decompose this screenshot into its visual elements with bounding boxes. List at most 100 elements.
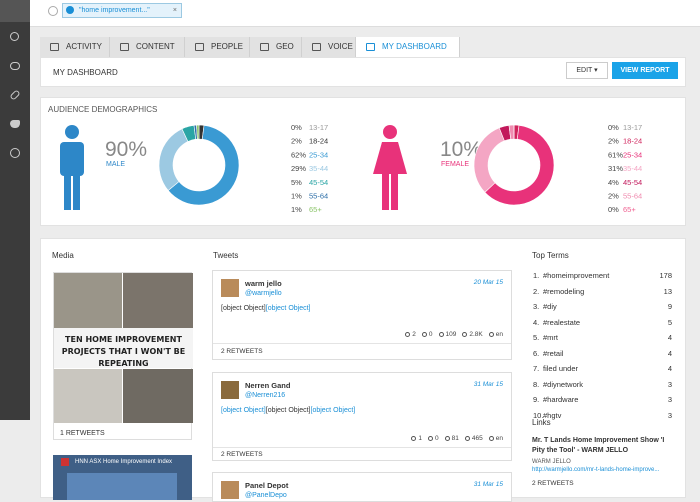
nav-location[interactable] xyxy=(0,0,30,22)
stat-icon xyxy=(428,435,434,441)
edit-label: EDIT xyxy=(576,67,593,74)
stat-icon xyxy=(405,331,411,337)
tab[interactable]: CONTENT xyxy=(110,37,185,57)
age-range: 65+ xyxy=(623,205,636,214)
age-share: 0% xyxy=(608,123,619,132)
age-range: 25-34 xyxy=(623,150,642,159)
term-count: 13 xyxy=(663,286,672,296)
age-share: 2% xyxy=(291,137,302,146)
nav-more[interactable] xyxy=(10,148,20,158)
age-share: 61% xyxy=(608,150,623,159)
gender-share: 90% xyxy=(105,138,147,161)
tweet-stat: 0 xyxy=(435,435,439,442)
donut-segment xyxy=(484,124,555,206)
tab-label: GEO xyxy=(276,42,294,51)
tweet-stat: 0 xyxy=(428,331,433,338)
figure-head xyxy=(65,125,79,139)
tweet-card: Panel Depot @PanelDepo 31 Mar 15 xyxy=(212,472,512,502)
tab[interactable]: VOICE xyxy=(302,37,356,57)
term-count: 5 xyxy=(667,317,672,327)
term-count: 9 xyxy=(667,302,672,311)
tweet-date: 31 Mar 15 xyxy=(473,481,503,488)
photo xyxy=(54,369,122,423)
avatar xyxy=(221,481,239,499)
divider xyxy=(213,447,511,448)
tweet-segment: [object Object] xyxy=(265,305,311,312)
tweet-stat: 465 xyxy=(471,435,483,442)
gender-label: MALE xyxy=(106,161,125,168)
view-report-button[interactable]: VIEW REPORT xyxy=(612,62,678,79)
add-filter[interactable] xyxy=(48,6,58,16)
nav-messages[interactable] xyxy=(10,62,20,70)
term-rank: 2. xyxy=(533,286,540,296)
chart-image xyxy=(67,473,177,500)
terms-title: Top Terms xyxy=(532,251,569,260)
nav-people[interactable] xyxy=(10,32,19,41)
term-rank: 6. xyxy=(533,348,540,358)
term-rank: 8. xyxy=(533,379,540,389)
avatar xyxy=(221,381,239,399)
term-text: #realestate xyxy=(543,317,581,327)
tab-icon xyxy=(366,43,375,51)
tab-label: PEOPLE xyxy=(211,42,244,51)
tab[interactable]: ACTIVITY xyxy=(40,37,110,57)
tweet-name: Panel Depot xyxy=(245,481,289,490)
stat-icon xyxy=(488,331,494,337)
figure-body xyxy=(60,142,84,176)
term-rank: 3. xyxy=(533,302,540,311)
tab-label: ACTIVITY xyxy=(66,42,103,51)
donut-segment xyxy=(196,124,200,140)
tweet-text: [object Object][object Object][object Ob… xyxy=(221,405,506,416)
age-share: 5% xyxy=(291,178,302,187)
nav-twitter[interactable] xyxy=(10,120,20,128)
stat-icon xyxy=(411,435,417,441)
figure-leg xyxy=(64,172,71,210)
tweet-handle: @Nerren216 xyxy=(245,392,286,399)
donut-segment xyxy=(158,128,189,191)
age-share: 1% xyxy=(291,192,302,201)
link-source: WARM JELLO xyxy=(532,459,571,465)
age-range: 35-44 xyxy=(309,164,328,173)
tab[interactable]: GEO xyxy=(250,37,302,57)
filter-chip[interactable]: "home improvement..." × xyxy=(62,3,182,18)
tab[interactable]: MY DASHBOARD xyxy=(356,37,460,57)
tweet-stat: en xyxy=(495,435,503,442)
divider xyxy=(213,343,511,344)
tweet-handle: @PanelDepo xyxy=(245,492,287,499)
dashboard-header: MY DASHBOARD EDIT ▾ VIEW REPORT xyxy=(40,57,686,87)
tweet-date: 31 Mar 15 xyxy=(473,381,503,388)
tweet-stat: 81 xyxy=(451,435,459,442)
age-range: 45-54 xyxy=(623,178,642,187)
age-share: 2% xyxy=(608,137,619,146)
term-text: #diynetwork xyxy=(543,379,584,389)
term-count: 3 xyxy=(667,395,672,404)
age-range: 55-64 xyxy=(309,192,328,201)
age-range: 18-24 xyxy=(309,137,328,146)
age-share: 31% xyxy=(608,164,623,173)
term-count: 3 xyxy=(667,379,672,389)
term-text: #retail xyxy=(543,348,564,358)
media-retweets: 1 RETWEETS xyxy=(60,430,105,437)
sidebar xyxy=(0,0,30,420)
edit-button[interactable]: EDIT ▾ xyxy=(566,62,608,79)
chip-text: "home improvement..." xyxy=(79,7,150,14)
age-range: 35-44 xyxy=(623,164,642,173)
tweet-stat: en xyxy=(495,331,503,338)
tab-label: MY DASHBOARD xyxy=(382,42,447,51)
term-count: 4 xyxy=(667,333,672,342)
media-card: TEN HOME IMPROVEMENT PROJECTS THAT I WON… xyxy=(53,272,193,440)
tweet-stat: 2 xyxy=(412,331,416,338)
term-count: 178 xyxy=(659,271,672,280)
photo xyxy=(123,273,193,328)
chip-close[interactable]: × xyxy=(172,7,177,14)
link-retweets: 2 RETWEETS xyxy=(532,480,574,487)
tab[interactable]: PEOPLE xyxy=(185,37,250,57)
term-rank: 1. xyxy=(533,271,540,280)
figure-leg xyxy=(391,172,398,210)
donut-segment xyxy=(167,124,240,206)
tweet-stat: 2.8K xyxy=(469,331,483,338)
gender-label: FEMALE xyxy=(441,161,469,168)
avatar xyxy=(221,279,239,297)
tab-icon xyxy=(120,43,129,51)
